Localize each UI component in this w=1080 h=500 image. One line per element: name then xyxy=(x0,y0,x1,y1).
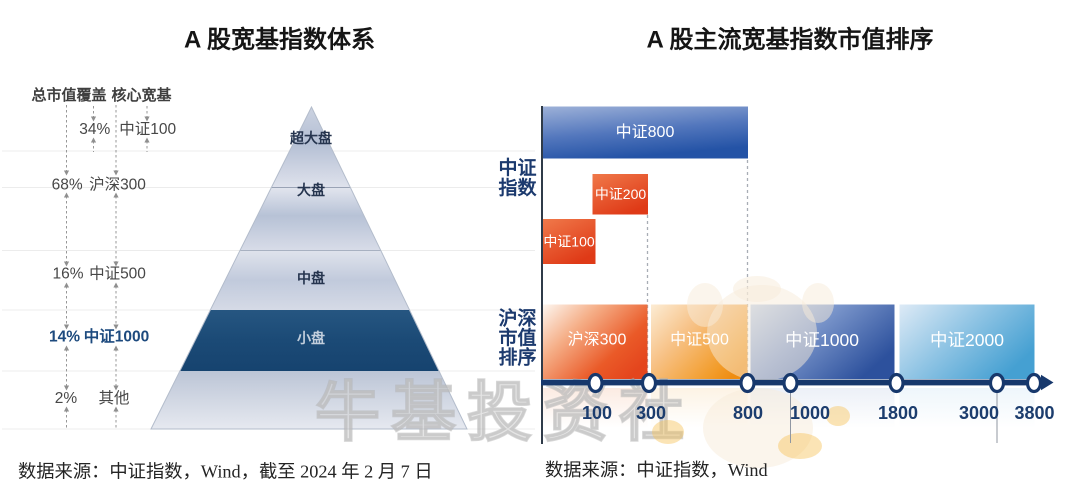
svg-text:排序: 排序 xyxy=(498,346,536,369)
svg-text:68%: 68% xyxy=(52,177,83,194)
svg-text:3000: 3000 xyxy=(959,403,999,423)
svg-text:中证: 中证 xyxy=(498,156,536,179)
svg-text:中证1000: 中证1000 xyxy=(84,327,149,346)
svg-text:中盘: 中盘 xyxy=(297,270,325,286)
svg-text:A 股主流宽基指数市值排序: A 股主流宽基指数市值排序 xyxy=(646,26,933,54)
svg-text:数据来源：中证指数，Wind: 数据来源：中证指数，Wind xyxy=(545,460,768,480)
svg-text:中证100: 中证100 xyxy=(119,120,176,138)
svg-text:沪深300: 沪深300 xyxy=(89,176,146,194)
svg-text:数据来源：中证指数，Wind，截至 2024 年 2 月 7: 数据来源：中证指数，Wind，截至 2024 年 2 月 7 日 xyxy=(18,462,433,482)
svg-text:大盘: 大盘 xyxy=(297,182,325,198)
svg-text:市值: 市值 xyxy=(498,326,536,349)
svg-text:100: 100 xyxy=(582,403,612,423)
svg-text:14%: 14% xyxy=(49,329,80,346)
svg-text:小盘: 小盘 xyxy=(297,330,325,346)
svg-text:其他: 其他 xyxy=(98,389,129,407)
svg-text:16%: 16% xyxy=(52,266,83,283)
svg-text:牛基投资社: 牛基投资社 xyxy=(315,376,695,449)
svg-text:总市值覆盖: 总市值覆盖 xyxy=(31,86,106,104)
svg-text:核心宽基: 核心宽基 xyxy=(111,86,172,104)
svg-text:3800: 3800 xyxy=(1014,403,1054,423)
svg-text:中证200: 中证200 xyxy=(595,186,647,202)
svg-text:中证100: 中证100 xyxy=(543,234,595,250)
svg-text:1000: 1000 xyxy=(790,403,830,423)
svg-text:1800: 1800 xyxy=(878,403,918,423)
svg-text:中证500: 中证500 xyxy=(89,265,146,283)
svg-text:沪深: 沪深 xyxy=(498,307,536,330)
svg-text:A 股宽基指数体系: A 股宽基指数体系 xyxy=(184,26,375,54)
svg-text:中证800: 中证800 xyxy=(616,123,675,141)
svg-text:超大盘: 超大盘 xyxy=(289,130,332,146)
svg-text:34%: 34% xyxy=(79,121,110,138)
svg-text:中证2000: 中证2000 xyxy=(930,330,1004,350)
svg-text:沪深300: 沪深300 xyxy=(568,331,627,349)
svg-text:800: 800 xyxy=(733,403,763,423)
svg-text:中证500: 中证500 xyxy=(670,331,729,349)
svg-text:300: 300 xyxy=(636,403,666,423)
svg-text:指数: 指数 xyxy=(498,176,537,199)
svg-text:2%: 2% xyxy=(55,390,78,407)
svg-text:中证1000: 中证1000 xyxy=(785,330,859,350)
